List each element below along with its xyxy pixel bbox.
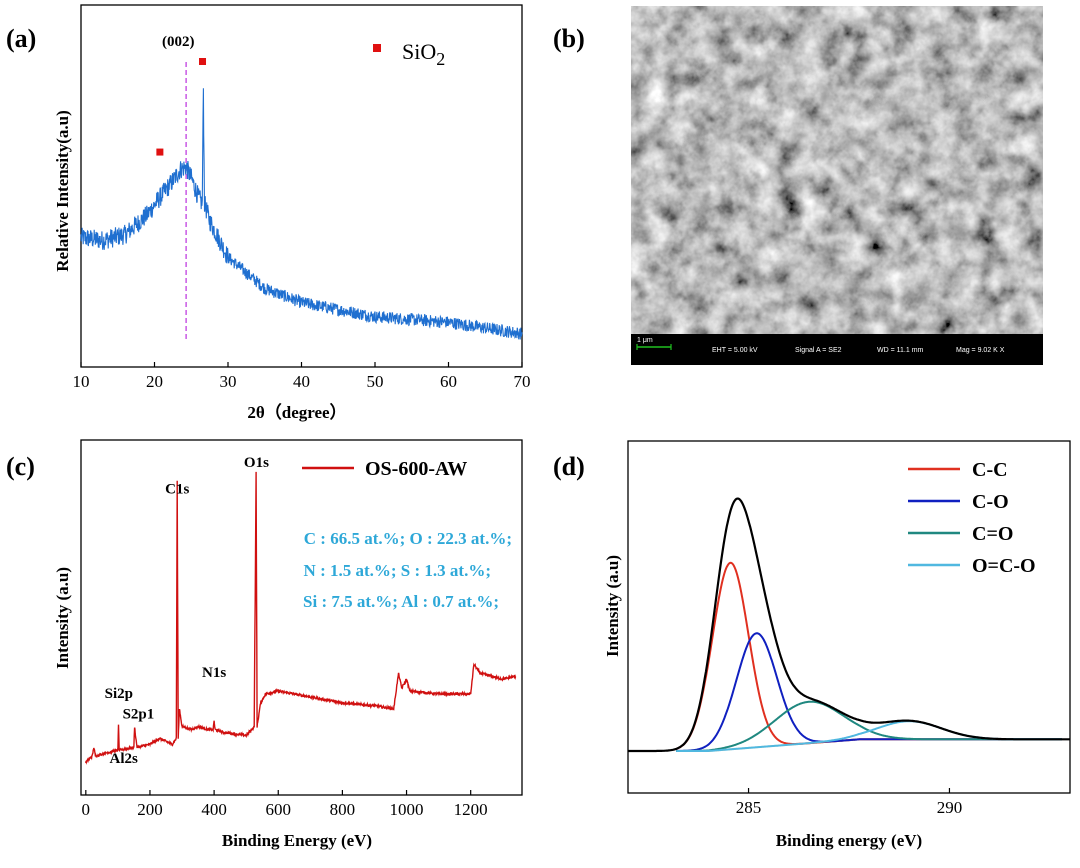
chart-c-x-tick-label-1: 200 xyxy=(137,800,163,819)
chart-c-x-ticks: 0 200 400 600 800 1000 1200 xyxy=(82,790,488,819)
fit-curve-c-o xyxy=(676,632,1062,752)
panel-label-d: (d) xyxy=(553,452,585,481)
chart-a-x-tick-label-3: 40 xyxy=(293,372,310,391)
chart-a-x-tick-label-2: 30 xyxy=(220,372,237,391)
chart-c-composition-line-3: Si : 7.5 at.%; Al : 0.7 at.%; xyxy=(303,592,499,611)
chart-a-x-tick-label-4: 50 xyxy=(367,372,384,391)
fit-curve-c=o xyxy=(676,700,1062,752)
chart-c-legend-text: OS-600-AW xyxy=(365,458,467,480)
chart-d-frame xyxy=(627,440,1071,794)
chart-d-ylabel: Intensity (a.u) xyxy=(603,555,622,657)
fit-curve-o=c-o xyxy=(676,720,1062,752)
legend-label-c=o: C=O xyxy=(972,523,1013,545)
chart-c-x-tick-label-3: 600 xyxy=(265,800,291,819)
peak-label-c1s: C1s xyxy=(165,482,189,498)
chart-a-legend-text: SiO2 xyxy=(402,39,445,69)
peak-label-al2s: Al2s xyxy=(109,751,138,767)
panel-label-b: (b) xyxy=(553,24,585,53)
chart-d: 285 290 C-C C-O C=O O=C-O Binding energy (eV… xyxy=(603,440,1071,850)
chart-a-sio2-markers xyxy=(156,58,207,156)
chart-c-frame xyxy=(80,439,523,796)
chart-a: 10 20 30 40 50 60 70 (002) SiO2 2θ（degree） Rel… xyxy=(53,4,531,422)
sem-info-bar xyxy=(631,334,1043,365)
chart-d-fit-curves xyxy=(628,497,1070,753)
sem-eht: EHT = 5.00 kV xyxy=(712,347,758,354)
chart-a-xlabel: 2θ（degree） xyxy=(247,402,346,422)
chart-c-peak-labels: C1s O1s N1s Si2p S2p1 Al2s xyxy=(105,455,269,767)
chart-a-peak-label: (002) xyxy=(162,34,195,50)
chart-c-x-tick-label-6: 1200 xyxy=(454,800,488,819)
sio2-marker-1 xyxy=(199,58,207,65)
chart-c-x-tick-label-4: 800 xyxy=(330,800,356,819)
chart-a-x-tick-label-0: 10 xyxy=(73,372,90,391)
chart-a-x-tick-label-1: 20 xyxy=(146,372,163,391)
chart-c: 0 200 400 600 800 1000 1200 C1s O1s N1s Si2p S2p1 A… xyxy=(53,439,523,850)
chart-d-x-tick-label-1: 290 xyxy=(937,798,963,817)
chart-a-x-tick-label-6: 70 xyxy=(514,372,531,391)
peak-label-o1s: O1s xyxy=(244,455,269,471)
chart-c-composition-line-2: N : 1.5 at.%; S : 1.3 at.%; xyxy=(304,561,491,580)
legend-label-o=c-o: O=C-O xyxy=(972,555,1036,577)
peak-label-n1s: N1s xyxy=(202,665,226,681)
fit-curve-c-c xyxy=(675,561,1062,750)
peak-label-s2p1: S2p1 xyxy=(123,707,155,723)
legend-label-c-o: C-O xyxy=(972,491,1009,513)
chart-a-ylabel: Relative Intensity(a.u) xyxy=(53,110,72,271)
sem-micrograph xyxy=(631,6,1043,334)
peak-label-si2p: Si2p xyxy=(105,686,133,702)
chart-c-x-tick-label-5: 1000 xyxy=(390,800,424,819)
sio2-marker-0 xyxy=(156,148,164,156)
chart-c-survey-series xyxy=(85,471,517,765)
chart-c-x-tick-label-0: 0 xyxy=(82,800,91,819)
chart-d-x-tick-label-0: 285 xyxy=(736,798,762,817)
panel-label-a: (a) xyxy=(6,24,36,53)
chart-c-composition-line-1: C : 66.5 at.%; O : 22.3 at.%; xyxy=(304,529,512,548)
fit-envelope xyxy=(628,497,1070,753)
panel-label-c: (c) xyxy=(6,452,35,481)
chart-a-xrd-series xyxy=(80,88,523,340)
legend-label-c-c: C-C xyxy=(972,459,1008,481)
chart-c-x-tick-label-2: 400 xyxy=(201,800,227,819)
chart-a-legend-marker xyxy=(373,44,381,52)
chart-a-x-ticks: 10 20 30 40 50 60 70 xyxy=(73,362,531,391)
chart-a-x-tick-label-5: 60 xyxy=(440,372,457,391)
chart-a-frame xyxy=(80,4,523,368)
chart-c-xlabel: Binding Energy (eV) xyxy=(222,831,372,850)
sem-signal: Signal A = SE2 xyxy=(795,347,842,354)
sem-mag: Mag = 9.02 K X xyxy=(956,347,1005,354)
chart-d-xlabel: Binding energy (eV) xyxy=(776,831,922,850)
chart-d-x-ticks: 285 290 xyxy=(736,788,962,817)
sem-scale-label: 1 μm xyxy=(637,337,653,344)
chart-c-ylabel: Intensity (a.u) xyxy=(53,567,72,669)
chart-d-legend: C-C C-O C=O O=C-O xyxy=(908,459,1036,577)
sem-image: 1 μm EHT = 5.00 kV Signal A = SE2 WD = 1… xyxy=(631,6,1043,365)
sem-wd: WD = 11.1 mm xyxy=(877,347,924,354)
